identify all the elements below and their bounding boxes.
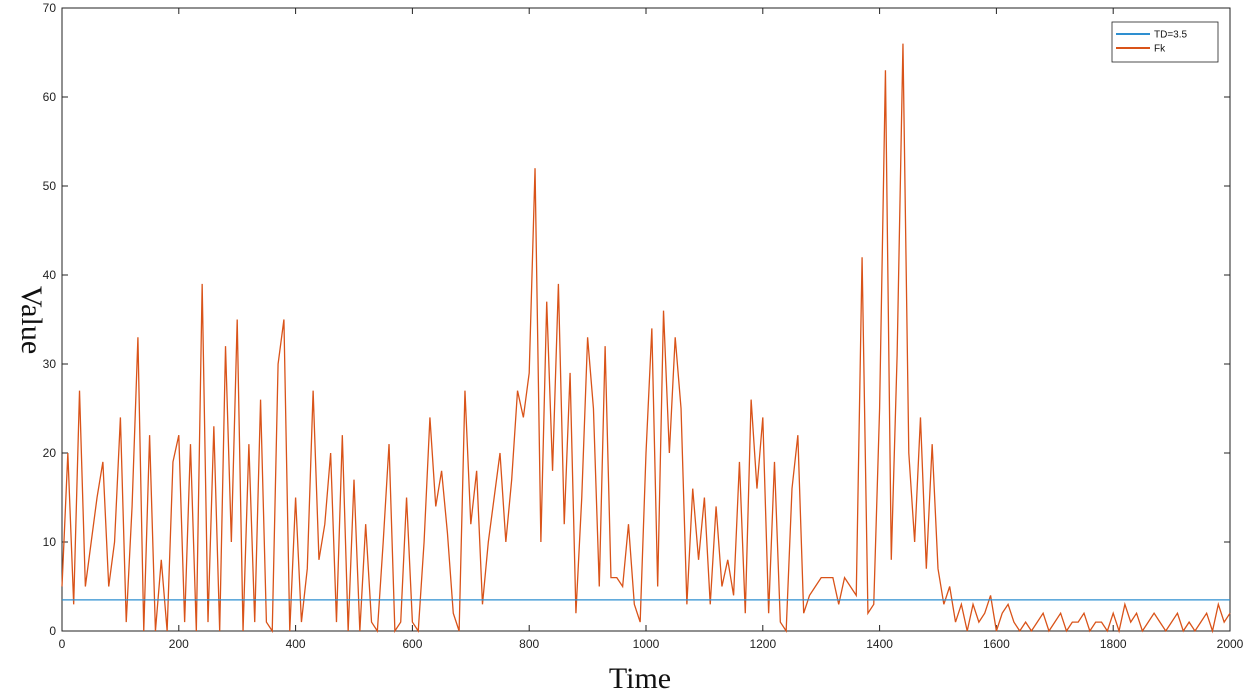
x-tick-label: 800 bbox=[519, 637, 539, 651]
legend-box bbox=[1111, 21, 1219, 63]
y-tick-label: 30 bbox=[43, 357, 57, 371]
x-tick-label: 2000 bbox=[1217, 637, 1244, 651]
y-tick-label: 40 bbox=[43, 268, 57, 282]
y-tick-label: 50 bbox=[43, 179, 57, 193]
y-axis-label: Value bbox=[15, 286, 48, 354]
y-tick-label: 10 bbox=[43, 535, 57, 549]
x-tick-label: 600 bbox=[402, 637, 422, 651]
y-tick-label: 70 bbox=[43, 1, 57, 15]
x-tick-label: 1000 bbox=[633, 637, 660, 651]
x-tick-label: 1200 bbox=[749, 637, 776, 651]
legend-label: Fk bbox=[1154, 44, 1166, 55]
x-axis-label: Time bbox=[609, 662, 671, 695]
data-line bbox=[61, 43, 1231, 634]
x-tick-label: 400 bbox=[286, 637, 306, 651]
y-tick-label: 20 bbox=[43, 446, 57, 460]
x-tick-label: 1800 bbox=[1100, 637, 1127, 651]
legend-label: TD=3.5 bbox=[1154, 30, 1188, 41]
x-tick-label: 1600 bbox=[983, 637, 1010, 651]
x-tick-label: 1400 bbox=[866, 637, 893, 651]
x-tick-label: 0 bbox=[59, 637, 66, 651]
y-tick-label: 60 bbox=[43, 90, 57, 104]
y-tick-label: 0 bbox=[49, 624, 56, 638]
x-tick-label: 200 bbox=[169, 637, 189, 651]
